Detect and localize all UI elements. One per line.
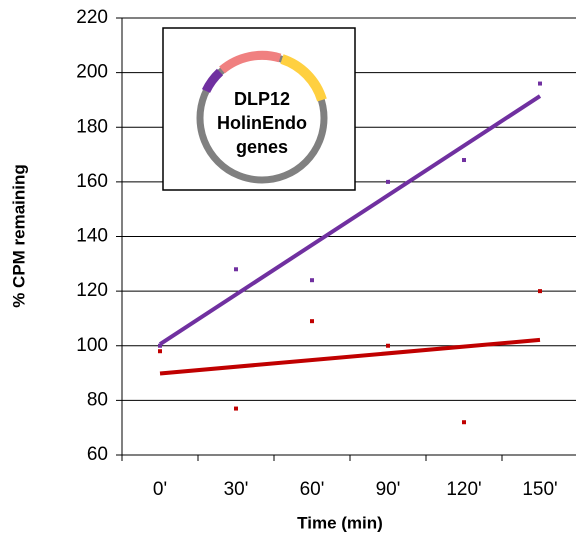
point (462, 420, 466, 425)
point (462, 158, 466, 163)
x-tick-label: 30' (224, 479, 249, 500)
x-tick-label: 60' (300, 479, 325, 500)
point (538, 81, 542, 86)
point (158, 343, 162, 348)
y-tick-label: 120 (76, 280, 108, 301)
inset-label: genes (236, 137, 288, 157)
point (386, 179, 390, 184)
y-axis-title: % CPM remaining (9, 164, 28, 308)
trendline (158, 94, 542, 346)
point (234, 267, 238, 272)
x-tick-label: 150' (522, 479, 557, 500)
point (310, 319, 314, 324)
y-tick-label: 200 (76, 62, 108, 83)
trendline (159, 337, 541, 376)
inset-label: DLP12 (234, 89, 290, 109)
x-tick-label: 0' (153, 479, 167, 500)
x-tick-label: 120' (446, 479, 481, 500)
y-tick-label: 140 (76, 226, 108, 247)
point (386, 343, 390, 348)
point (538, 289, 542, 294)
plasmid-segment (280, 54, 327, 102)
plasmid-segment (219, 50, 282, 74)
y-tick-label: 100 (76, 335, 108, 356)
point (234, 406, 238, 411)
x-axis-title: Time (min) (297, 513, 383, 532)
y-tick-label: 180 (76, 116, 108, 137)
y-tick-label: 60 (87, 444, 108, 465)
plot-area: 60 80 100 120 140 160 180 200 220 0' 30' 60' 90' 120'… (76, 7, 576, 500)
plasmid-segment (201, 68, 224, 94)
y-tick-label: 160 (76, 171, 108, 192)
inset: DLP12 HolinEndo genes (162, 27, 356, 191)
x-tick-label: 90' (376, 479, 401, 500)
point (310, 278, 314, 283)
y-tick-label: 80 (87, 389, 108, 410)
point (158, 349, 162, 354)
inset-label: HolinEndo (217, 113, 307, 133)
y-tick-label: 220 (76, 7, 108, 28)
